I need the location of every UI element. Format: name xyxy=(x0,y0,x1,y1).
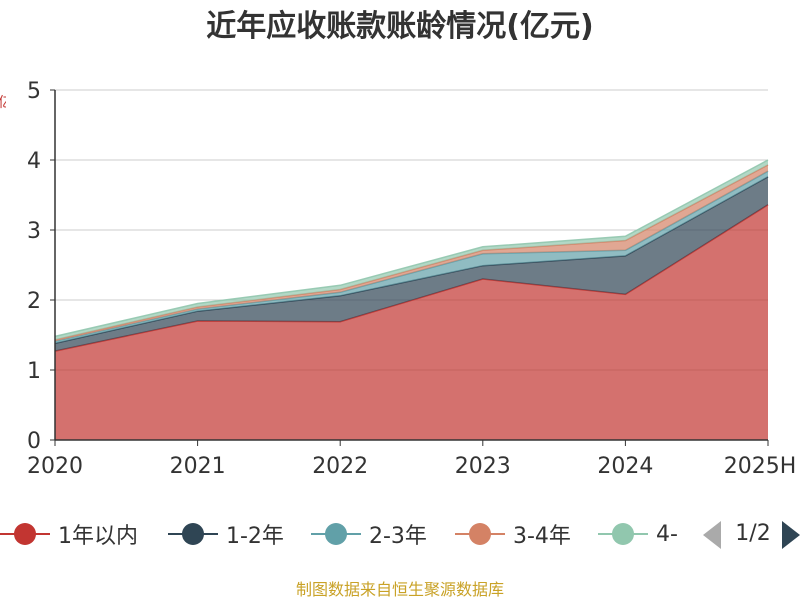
series-area-3 xyxy=(55,171,768,344)
y-tick-label: 1 xyxy=(27,359,41,384)
legend-next-arrow-icon[interactable] xyxy=(782,521,800,549)
legend-item[interactable]: 1年以内 xyxy=(0,514,138,554)
y-tick-label: 5 xyxy=(27,79,41,104)
series-area-5 xyxy=(55,160,768,340)
legend-marker-icon xyxy=(455,514,505,554)
y-axis-label: 亿元 xyxy=(0,92,6,132)
series-area-1 xyxy=(55,204,768,440)
legend-label: 1年以内 xyxy=(58,524,138,549)
area-layer xyxy=(54,159,769,440)
legend-marker-icon xyxy=(168,514,218,554)
y-tick-label: 0 xyxy=(27,429,41,454)
legend-marker-icon xyxy=(0,514,50,554)
legend-label: 3-4年 xyxy=(513,524,571,549)
legend-page-indicator: 1/2 xyxy=(735,521,771,546)
x-tick-label: 2023 xyxy=(455,454,511,479)
legend-label: 1-2年 xyxy=(226,524,284,549)
chart-title: 近年应收账款账龄情况(亿元) xyxy=(206,9,594,44)
legend-label: 2-3年 xyxy=(369,524,427,549)
legend-marker-icon xyxy=(598,514,648,554)
x-tick-label: 2025H xyxy=(724,454,797,479)
x-tick-label: 2024 xyxy=(597,454,653,479)
y-tick-label: 2 xyxy=(27,289,41,314)
x-tick-label: 2022 xyxy=(312,454,368,479)
y-tick-label: 3 xyxy=(27,219,41,244)
series-line-5 xyxy=(54,159,769,338)
legend-item[interactable]: 1-2年 xyxy=(168,514,284,554)
y-tick-label: 4 xyxy=(27,149,41,174)
legend-item[interactable]: 3-4年 xyxy=(455,514,571,554)
axis-layer: 0 1 2 3 4 5 2020 2021 2022 2023 2024 2025H xyxy=(27,79,796,479)
source-note: 制图数据来自恒生聚源数据库 xyxy=(295,580,504,599)
legend-item[interactable]: 4- xyxy=(598,514,678,554)
legend: 1年以内 1-2年 2-3年 3-4年 4- xyxy=(0,514,800,554)
legend-prev-arrow-icon[interactable] xyxy=(703,521,721,549)
legend-marker-icon xyxy=(311,514,361,554)
legend-item[interactable]: 2-3年 xyxy=(311,514,427,554)
x-tick-label: 2021 xyxy=(170,454,226,479)
legend-label: 4- xyxy=(656,521,678,547)
x-tick-label: 2020 xyxy=(27,454,83,479)
